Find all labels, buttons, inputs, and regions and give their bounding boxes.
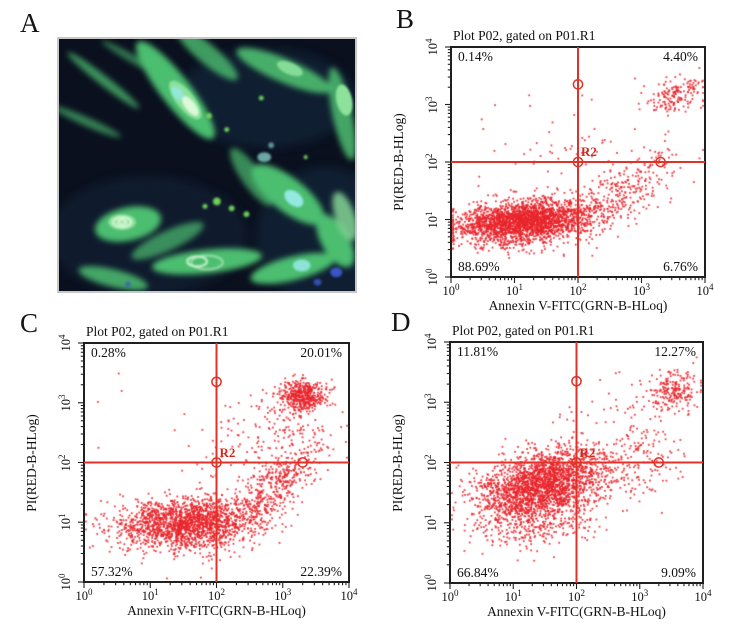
quadrant-percent-upper-right: 12.27% <box>654 344 696 359</box>
plot-title: Plot P02, gated on P01.R1 <box>452 323 595 338</box>
y-axis-label: PI(RED-B-HLog) <box>24 413 39 512</box>
quadrant-percent-lower-left: 88.69% <box>458 259 500 274</box>
micrograph-nuclei-and-debris <box>108 60 353 288</box>
y-tick-label: 104 <box>57 334 74 352</box>
quadrant-percent-lower-right: 9.09% <box>661 565 696 580</box>
quadrant-percent-upper-left: 11.81% <box>457 344 499 359</box>
quadrant-percent-lower-right: 22.39% <box>300 564 342 579</box>
y-tick-label: 103 <box>424 96 441 113</box>
flow-plot-d: Plot P02, gated on P01.R1 11.81% 12.27% 66.… <box>390 323 712 619</box>
gate-label-r2: R2 <box>581 144 597 159</box>
gate-label-r2: R2 <box>579 444 596 460</box>
y-tick-label: 104 <box>423 333 440 351</box>
x-tick-label: 101 <box>141 587 159 604</box>
x-tick-label: 100 <box>442 282 460 299</box>
scatter-canvas <box>451 47 705 277</box>
panel-label-b: B <box>396 4 415 34</box>
y-tick-label: 101 <box>57 513 74 531</box>
x-tick-label: 100 <box>75 587 93 604</box>
quadrant-percent-lower-right: 6.76% <box>663 259 698 274</box>
x-tick-label: 104 <box>696 282 714 299</box>
gate-label-r2: R2 <box>219 444 236 460</box>
scatter-canvas <box>450 342 703 583</box>
x-tick-label: 104 <box>694 588 712 605</box>
quadrant-percent-upper-right: 4.40% <box>663 49 698 64</box>
x-tick-label: 102 <box>568 588 585 605</box>
x-tick-label: 102 <box>569 282 587 299</box>
y-tick-label: 104 <box>424 38 441 56</box>
x-axis-label: Annexin V-FITC(GRN-B-HLoq) <box>487 604 666 619</box>
x-axis-label: Annexin V-FITC(GRN-B-HLoq) <box>488 298 668 313</box>
x-tick-label: 103 <box>274 587 292 604</box>
panel-label-c: C <box>20 308 39 338</box>
quadrant-percent-upper-right: 20.01% <box>300 345 342 360</box>
y-tick-label: 102 <box>424 153 441 171</box>
y-axis-label: PI(RED-B-HLog) <box>391 113 406 211</box>
x-tick-label: 101 <box>506 282 523 299</box>
y-tick-label: 102 <box>423 454 440 471</box>
x-tick-label: 101 <box>504 588 522 605</box>
flow-plot-b: Plot P02, gated on P01.R1 0.14% 4.40% 88.69… <box>391 28 714 313</box>
scatter-canvas <box>84 343 349 582</box>
x-tick-label: 104 <box>340 587 358 604</box>
fluorescence-micrograph <box>57 37 357 293</box>
fluorescence-micrograph-image <box>59 39 355 291</box>
y-tick-label: 100 <box>424 268 441 286</box>
panel-label-d: D <box>391 307 411 337</box>
y-tick-label: 100 <box>423 574 440 592</box>
y-tick-label: 100 <box>57 573 74 591</box>
x-axis-label: Annexin V-FITC(GRN-B-HLoq) <box>127 603 306 618</box>
quadrant-percent-lower-left: 57.32% <box>91 564 133 579</box>
plot-title: Plot P02, gated on P01.R1 <box>453 28 596 43</box>
plot-title: Plot P02, gated on P01.R1 <box>86 324 229 339</box>
x-tick-label: 102 <box>208 587 225 604</box>
quadrant-percent-lower-left: 66.84% <box>457 565 499 580</box>
flow-plot-c: Plot P02, gated on P01.R1 0.28% 20.01% 57.3… <box>24 324 358 618</box>
y-tick-label: 103 <box>423 393 440 411</box>
y-tick-label: 101 <box>424 211 441 228</box>
y-tick-label: 103 <box>57 394 74 412</box>
quadrant-percent-upper-left: 0.14% <box>458 49 493 64</box>
quadrant-percent-upper-left: 0.28% <box>91 345 126 360</box>
y-tick-label: 102 <box>57 454 74 471</box>
x-tick-label: 100 <box>441 588 459 605</box>
y-tick-label: 101 <box>423 514 440 532</box>
y-axis-label: PI(RED-B-HLog) <box>390 413 405 512</box>
x-tick-label: 103 <box>633 282 650 299</box>
panel-label-a: A <box>20 8 40 38</box>
x-tick-label: 103 <box>631 588 649 605</box>
